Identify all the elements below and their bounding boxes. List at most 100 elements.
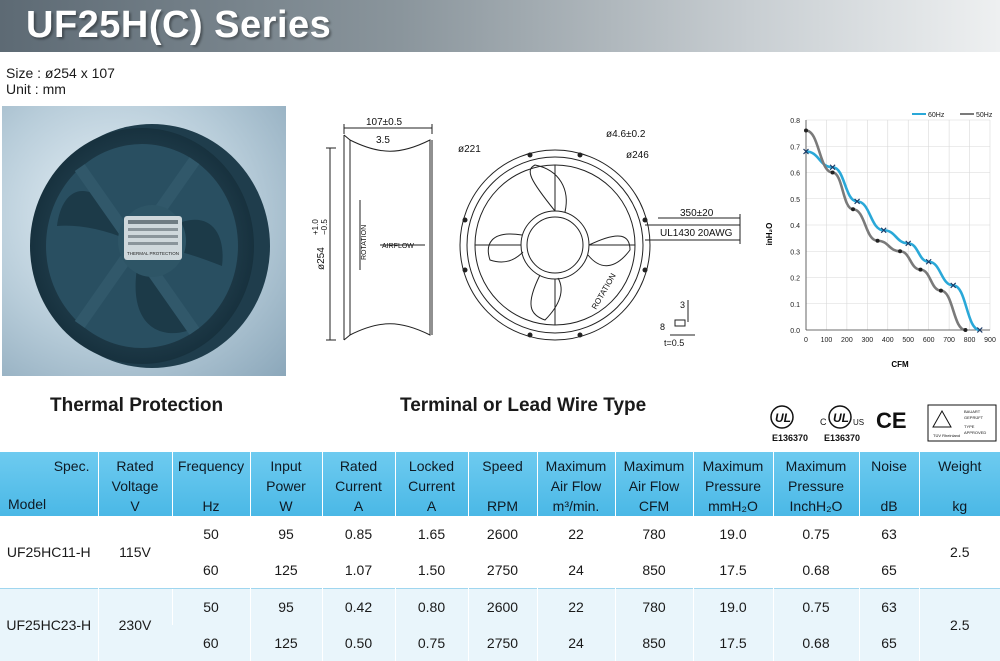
pq-curve-chart: 0.0 0.1 0.2 0.3 0.4 0.5 0.6 0.7 0.8 0 100 200 300 400… xyxy=(765,112,996,369)
svg-text:US: US xyxy=(853,418,864,427)
svg-text:UL: UL xyxy=(775,411,791,425)
table-cell: 0.80 xyxy=(394,587,468,625)
airflow-label: AIRFLOW xyxy=(382,243,414,250)
table-cell: 2600 xyxy=(467,516,537,553)
table-cell: 2750 xyxy=(467,624,537,661)
rotation-front-label: ROTATION xyxy=(590,272,618,311)
model-cell: UF25HC11-H xyxy=(0,516,98,589)
dim-tol-plus: +1.0 xyxy=(311,219,320,235)
table-cell: 24 xyxy=(536,624,615,661)
table-cell: 780 xyxy=(614,516,693,553)
dim-tol-minus: −0.5 xyxy=(320,219,329,235)
table-row: UF25HC11-H 115V 50 95 0.85 1.65 2600 22 … xyxy=(0,516,1000,589)
table-cell: 65 xyxy=(858,552,919,589)
header-model: Model xyxy=(8,496,47,512)
table-cell: 780 xyxy=(614,587,693,625)
table-cell: 0.75 xyxy=(772,516,859,553)
product-photo: THERMAL PROTECTION xyxy=(2,106,286,376)
table-cell: 850 xyxy=(614,624,693,661)
legend-label: 50Hz xyxy=(976,112,993,119)
data-point xyxy=(898,249,903,254)
table-cell: 95 xyxy=(249,587,322,625)
header-airflow-m3: Maximum Air Flow m³/min. xyxy=(536,452,615,516)
header-weight: Weight kg xyxy=(918,452,1000,516)
page-title: UF25H(C) Series xyxy=(26,4,332,46)
size-info: Size : ø254 x 107 Unit : mm xyxy=(6,65,115,97)
tuv-logo: TÜV Rheinland BAUART GEPRÜFT TYPE APPROV… xyxy=(927,404,997,442)
ce-mark: CE xyxy=(876,408,907,433)
data-point xyxy=(976,327,983,333)
size-label: Size : ø254 x 107 xyxy=(6,65,115,81)
cul-logo: C UL US xyxy=(820,405,864,429)
spec-table: Spec. Model Rated Voltage V Frequency Hz I… xyxy=(0,452,1000,661)
table-cell: 125 xyxy=(249,624,322,661)
series-line-60Hz xyxy=(805,150,981,332)
table-cell: 22 xyxy=(536,516,615,553)
table-cell: 2600 xyxy=(467,587,537,625)
table-cell: 125 xyxy=(249,552,322,589)
data-point xyxy=(963,328,968,332)
table-cell: 65 xyxy=(858,624,919,661)
y-axis-label: inH₂O xyxy=(765,223,774,246)
dim-lead: 350±20 xyxy=(680,208,714,219)
table-cell: 50 xyxy=(171,516,250,553)
table-cell: 0.85 xyxy=(321,516,395,553)
voltage-cell: 230V xyxy=(97,588,172,661)
fan-label-text: THERMAL PROTECTION xyxy=(127,251,179,256)
header-input-power: Input Power W xyxy=(249,452,322,516)
svg-text:GEPRÜFT: GEPRÜFT xyxy=(964,415,984,420)
data-point xyxy=(950,282,957,289)
dim-flange: 3.5 xyxy=(376,135,390,146)
y-tick-label: 0.2 xyxy=(790,276,800,283)
table-cell: 850 xyxy=(614,552,693,589)
data-point xyxy=(829,164,836,171)
dim-221: ø221 xyxy=(458,144,481,155)
table-cell: 50 xyxy=(171,587,250,625)
table-cell: 24 xyxy=(536,552,615,589)
x-tick-label: 300 xyxy=(861,337,873,344)
data-point xyxy=(905,240,912,247)
y-tick-label: 0.3 xyxy=(790,249,800,256)
fan-illustration: THERMAL PROTECTION xyxy=(30,124,270,368)
dim-diameter: ø254 xyxy=(316,247,327,270)
header-spec: Spec. xyxy=(53,458,90,474)
header-rated-voltage: Rated Voltage V xyxy=(97,452,172,516)
dimension-drawing: 107±0.5 3.5 ø254 +1.0 −0.5 ROTATION AIRF… xyxy=(311,117,741,348)
data-point xyxy=(925,258,932,265)
certification-logos: UL E136370 C UL US E136370 CE TÜV Rheinl… xyxy=(770,404,997,443)
header-frequency: Frequency Hz xyxy=(171,452,250,516)
data-point xyxy=(804,128,808,133)
table-cell: 1.50 xyxy=(394,552,468,589)
unit-label: Unit : mm xyxy=(6,81,66,97)
y-tick-label: 0.6 xyxy=(790,171,800,178)
table-row: 60 125 1.07 1.50 2750 24 850 17.5 0.68 6… xyxy=(0,552,1000,589)
x-tick-label: 100 xyxy=(821,337,833,344)
dim-hole: ø4.6±0.2 xyxy=(606,129,646,140)
x-tick-label: 500 xyxy=(902,337,914,344)
dim-width: 107±0.5 xyxy=(366,117,403,128)
y-tick-label: 0.4 xyxy=(790,223,800,230)
table-cell: 0.42 xyxy=(321,587,395,625)
caption-thermal: Thermal Protection xyxy=(50,395,224,416)
header-pressure-mm: Maximum Pressure mmH₂O xyxy=(692,452,773,516)
table-row: 60 125 0.50 0.75 2750 24 850 17.5 0.68 6… xyxy=(0,624,1000,661)
x-tick-label: 900 xyxy=(984,337,996,344)
header-model-spec: Spec. Model xyxy=(0,452,98,516)
y-tick-label: 0.1 xyxy=(790,302,800,309)
table-cell: 22 xyxy=(536,587,615,625)
table-cell: 19.0 xyxy=(692,516,773,553)
svg-text:BAUART: BAUART xyxy=(964,409,981,414)
voltage-cell: 115V xyxy=(97,516,172,589)
x-tick-label: 200 xyxy=(841,337,853,344)
table-cell: 17.5 xyxy=(692,552,773,589)
table-cell: 95 xyxy=(249,516,322,553)
table-cell: 1.65 xyxy=(394,516,468,553)
data-point xyxy=(830,170,835,175)
table-cell: 1.07 xyxy=(321,552,395,589)
table-cell: 0.75 xyxy=(394,624,468,661)
weight-cell: 2.5 xyxy=(918,516,1000,589)
table-row: UF25HC23-H 230V 50 95 0.42 0.80 2600 22 … xyxy=(0,587,1000,661)
header-speed: Speed RPM xyxy=(467,452,537,516)
x-tick-label: 600 xyxy=(923,337,935,344)
table-cell: 0.68 xyxy=(772,624,859,661)
